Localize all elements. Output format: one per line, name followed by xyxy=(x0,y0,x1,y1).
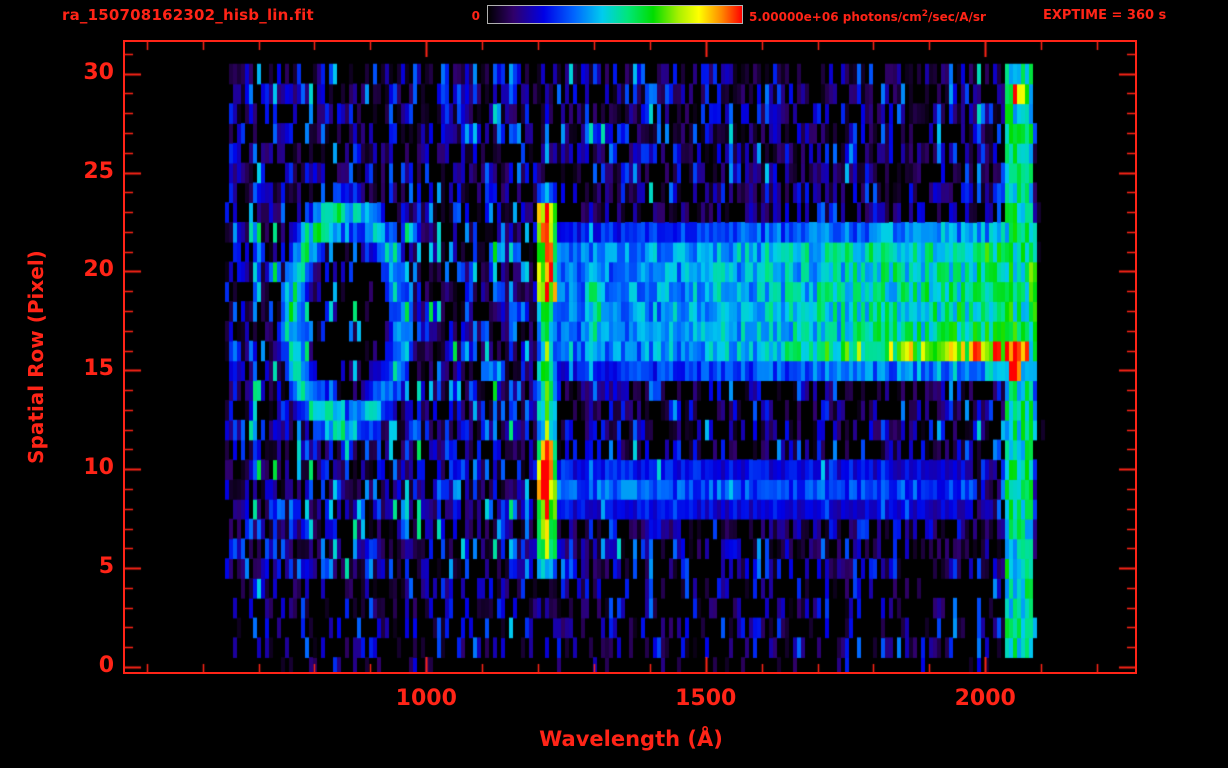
axis-ticks-canvas xyxy=(125,42,1135,672)
y-tick-label: 10 xyxy=(83,455,114,481)
x-tick-label: 2000 xyxy=(954,686,1016,711)
colorbar-max-text-units: /sec/A/sr xyxy=(928,10,986,24)
fits-filename-title: ra_150708162302_hisb_lin.fit xyxy=(62,6,314,24)
y-axis-title-wrap: Spatial Row (Pixel) xyxy=(12,40,60,674)
y-tick-label: 15 xyxy=(83,356,114,382)
colorbar-max-superscript: 2 xyxy=(921,9,929,19)
y-tick-label: 20 xyxy=(83,257,114,283)
colorbar-max-label: 5.00000e+06 photons/cm2/sec/A/sr xyxy=(749,9,986,24)
x-axis-title: Wavelength (Å) xyxy=(539,727,723,751)
x-tick-label: 1000 xyxy=(395,686,457,711)
y-tick-label: 30 xyxy=(83,59,114,85)
x-tick-label: 1500 xyxy=(675,686,737,711)
exptime-label: EXPTIME = 360 s xyxy=(1043,8,1167,23)
y-axis-title: Spatial Row (Pixel) xyxy=(24,250,48,464)
colorbar-min-label: 0 xyxy=(471,9,480,23)
y-tick-label: 0 xyxy=(98,653,114,679)
y-tick-label: 5 xyxy=(98,554,114,580)
colorbar-gradient xyxy=(487,5,743,24)
y-tick-label: 25 xyxy=(83,158,114,184)
colorbar-max-text: 5.00000e+06 photons/cm xyxy=(749,10,922,24)
plot-frame xyxy=(123,40,1137,674)
